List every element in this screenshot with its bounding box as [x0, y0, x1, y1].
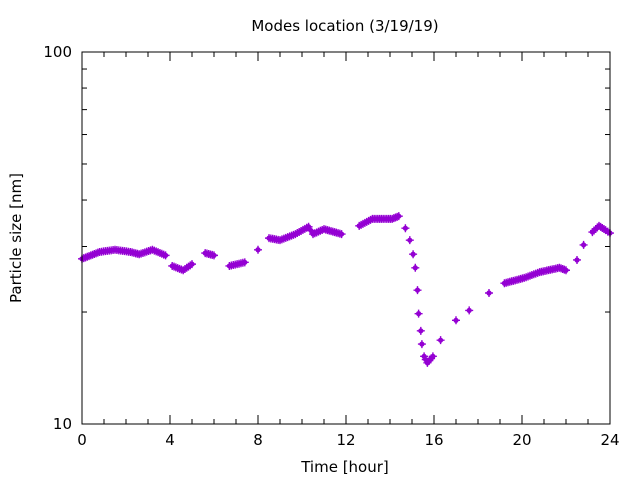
data-point [416, 326, 425, 335]
x-tick-label: 0 [77, 431, 87, 449]
data-point-cross [210, 251, 218, 260]
data-point-cross [416, 326, 425, 335]
data-point [188, 260, 196, 269]
axes [81, 51, 611, 425]
data-point [562, 266, 570, 275]
data-point [405, 236, 414, 245]
data-point [409, 250, 418, 259]
data-point [573, 255, 581, 264]
data-point [465, 306, 474, 315]
data-point-cross [573, 255, 581, 264]
data-point [417, 340, 426, 349]
y-tick-label: 100 [43, 43, 72, 61]
data-point-cross [401, 224, 410, 233]
data-point [240, 258, 249, 267]
plot-frame [81, 51, 611, 425]
data-points [78, 212, 614, 367]
data-point-cross [562, 266, 570, 275]
data-point-cross [161, 251, 170, 260]
data-point [254, 245, 262, 254]
x-tick-label: 24 [600, 431, 619, 449]
data-point-cross [254, 245, 262, 254]
data-point-cross [413, 286, 422, 295]
x-tick-label: 4 [165, 431, 175, 449]
data-point-cross [409, 250, 418, 259]
data-point-cross [405, 236, 414, 245]
x-tick-label: 8 [253, 431, 263, 449]
data-point-cross [485, 288, 493, 297]
data-point [337, 230, 346, 239]
data-point-cross [417, 340, 426, 349]
tick-labels: 0 4 8 12 16 20 24 10 100 [43, 43, 619, 449]
data-point-cross [411, 263, 420, 272]
x-tick-label: 12 [336, 431, 355, 449]
data-point [161, 251, 170, 260]
data-point [210, 251, 218, 260]
data-point-cross [240, 258, 249, 267]
data-point-cross [188, 260, 196, 269]
data-point-cross [465, 306, 474, 315]
data-point [436, 336, 445, 345]
y-tick-label: 10 [53, 415, 72, 433]
data-point [413, 286, 422, 295]
data-point [452, 316, 460, 325]
y-axis-label: Particle size [nm] [7, 173, 25, 303]
data-point [485, 288, 493, 297]
data-point-cross [337, 230, 346, 239]
x-axis-label: Time [hour] [300, 458, 389, 476]
data-point [414, 309, 423, 318]
data-point [579, 240, 588, 249]
data-point-cross [414, 309, 423, 318]
data-point [394, 212, 403, 221]
x-tick-label: 20 [512, 431, 531, 449]
data-point [428, 352, 437, 361]
data-point [401, 224, 410, 233]
data-point [411, 263, 420, 272]
data-point-cross [579, 240, 588, 249]
data-point-cross [428, 352, 437, 361]
data-point-cross [394, 212, 403, 221]
data-point-cross [452, 316, 460, 325]
x-tick-label: 16 [424, 431, 443, 449]
chart-title: Modes location (3/19/19) [251, 17, 438, 35]
data-point-cross [436, 336, 445, 345]
